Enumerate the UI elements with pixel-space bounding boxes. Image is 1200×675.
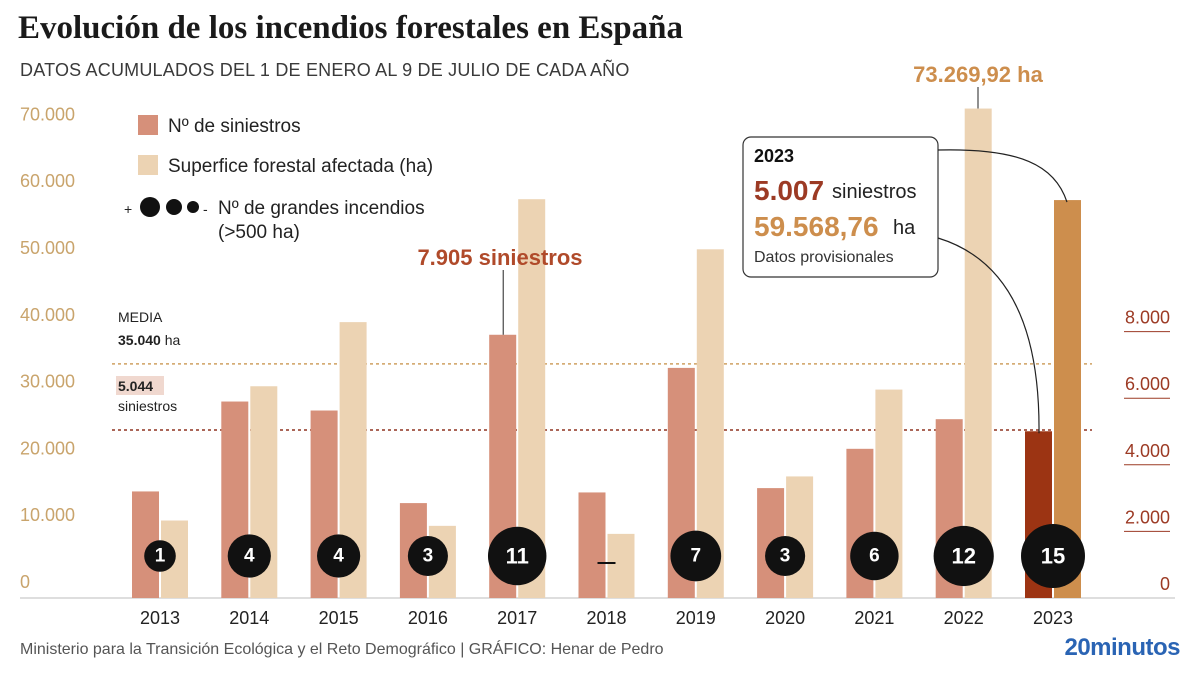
big-fires-circle-2014: [227, 534, 271, 578]
left-axis-tick-label: 70.000: [20, 104, 75, 124]
legend-fires-swatch: [138, 115, 158, 135]
callout-fires-connector: [937, 237, 1040, 434]
legend-plus: +: [124, 201, 132, 217]
chart-subtitle: DATOS ACUMULADOS DEL 1 DE ENERO AL 9 DE …: [20, 60, 630, 80]
x-axis-label-2021: 2021: [854, 608, 894, 628]
average-hectares-unit: ha: [161, 332, 181, 348]
right-axis-tick-label: 8.000: [1125, 308, 1170, 328]
callout-2023-box: [742, 136, 939, 278]
big-fires-circle-2013: [144, 540, 176, 572]
big-fires-circle-2017: [487, 526, 547, 586]
left-axis-tick-label: 10.000: [20, 505, 75, 525]
callout-note: Datos provisionales: [754, 249, 894, 266]
x-axis-label-2013: 2013: [140, 608, 180, 628]
big-fires-count-2019: 7: [691, 546, 702, 567]
big-fires-circle-2022: [933, 525, 994, 587]
big-fires-count-2017: 11: [506, 544, 529, 569]
callout-fires-unit: siniestros: [832, 181, 916, 203]
legend-layer: Nº de siniestros Superfice forestal afect…: [124, 115, 433, 243]
left-axis-tick-label: 30.000: [20, 372, 75, 392]
siniestros-bar-2018: [578, 492, 606, 598]
legend-minus: -: [203, 201, 208, 217]
superficie-bar-2022: [964, 108, 992, 598]
max-area-annotation: 73.269,92 ha: [913, 62, 1043, 87]
legend-circle-medium: [166, 199, 182, 215]
legend-big-fires-label: Nº de grandes incendios: [218, 198, 425, 219]
legend-circle-small: [187, 201, 199, 213]
left-axis-tick-label: 60.000: [20, 171, 75, 191]
big-fires-circle-2015: [317, 534, 361, 578]
big-fires-count-2021: 6: [869, 546, 880, 567]
x-axis-label-2022: 2022: [944, 608, 984, 628]
x-axis-label-2023: 2023: [1033, 608, 1073, 628]
left-axis-tick-label: 50.000: [20, 238, 75, 258]
brand-logo: 20minutos: [1064, 634, 1180, 661]
big-fires-count-2013: 1: [155, 546, 166, 567]
left-axis-tick-label: 40.000: [20, 305, 75, 325]
callout-fires-value: 5.007: [754, 175, 824, 206]
big-fires-circle-2019: [670, 530, 722, 582]
legend-area-label: Superfice forestal afectada (ha): [168, 156, 433, 177]
annotations-layer: 7.905 siniestros 73.269,92 ha 2023 5.007 sin…: [417, 62, 1068, 434]
source-credit: Ministerio para la Transición Ecológica …: [20, 641, 664, 658]
x-axis-label-2015: 2015: [319, 608, 359, 628]
callout-area-unit: ha: [893, 217, 916, 239]
big-fires-count-2014: 4: [244, 546, 255, 567]
big-fires-count-2020: 3: [780, 546, 791, 567]
x-axis-label-2019: 2019: [676, 608, 716, 628]
big-fires-circle-2021: [850, 531, 899, 581]
big-fires-circle-2020: [765, 535, 806, 577]
callout-area-value: 59.568,76: [754, 211, 879, 242]
average-fires-value: 5.044: [118, 378, 153, 394]
legend-fires-label: Nº de siniestros: [168, 116, 301, 137]
callout-2023-year: 2023: [754, 146, 794, 166]
right-axis-tick-label: 2.000: [1125, 507, 1170, 527]
legend-circle-large: [140, 197, 160, 217]
big-fires-circle-2023: [1021, 524, 1085, 588]
average-hectares-label: 35.040 ha: [118, 332, 181, 348]
average-fires-highlight: [116, 376, 164, 395]
right-axis-tick-label: 4.000: [1125, 441, 1170, 461]
legend-big-fires-note: (>500 ha): [218, 222, 300, 243]
left-axis-tick-label: 0: [20, 572, 30, 592]
right-axis-tick-label: 0: [1160, 574, 1170, 594]
right-axis-tick-label: 6.000: [1125, 374, 1170, 394]
left-axis-tick-label: 20.000: [20, 438, 75, 458]
big-fires-layer: 1 4 4 3 11 7 3 6 12 15: [144, 524, 1085, 588]
big-fires-count-2016: 3: [423, 546, 434, 567]
callout-area-connector: [937, 149, 1068, 203]
average-fires-unit: siniestros: [118, 398, 177, 414]
big-fires-count-2023: 15: [1041, 544, 1065, 569]
legend-area-swatch: [138, 155, 158, 175]
average-label: MEDIA: [118, 309, 163, 325]
big-fires-circle-2016: [407, 535, 448, 577]
big-fires-count-2022: 12: [951, 544, 975, 569]
x-axis-label-2014: 2014: [229, 608, 269, 628]
x-axis-label-2016: 2016: [408, 608, 448, 628]
big-fires-count-2015: 4: [333, 546, 344, 567]
average-hectares-value: 35.040: [118, 332, 161, 348]
x-axis-label-2017: 2017: [497, 608, 537, 628]
superficie-bar-2018: [607, 533, 635, 598]
x-axis-label-2020: 2020: [765, 608, 805, 628]
x-axis-label-2018: 2018: [586, 608, 626, 628]
max-fires-annotation: 7.905 siniestros: [417, 245, 582, 270]
chart-title: Evolución de los incendios forestales en…: [18, 10, 683, 46]
